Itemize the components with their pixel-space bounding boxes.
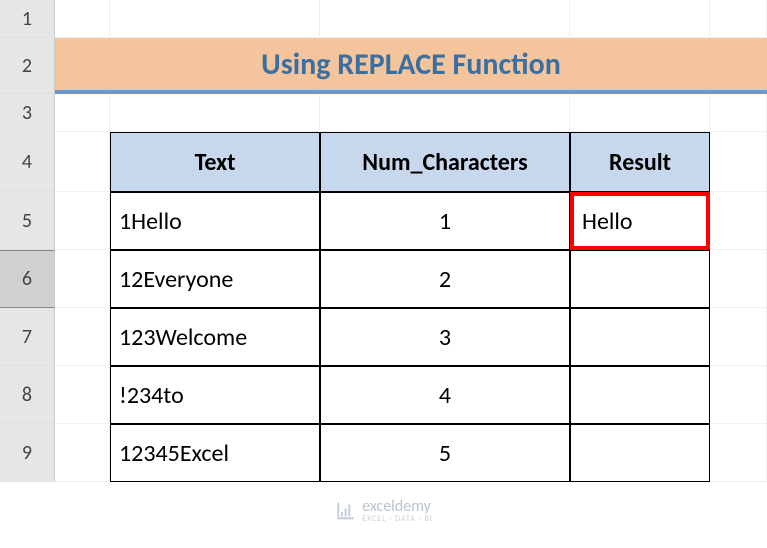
empty-cell[interactable] xyxy=(55,94,110,132)
empty-cell[interactable] xyxy=(110,0,320,38)
cell-text[interactable]: !234to xyxy=(110,366,320,424)
empty-cell[interactable] xyxy=(710,94,767,132)
cell-result[interactable]: Hello xyxy=(570,192,710,250)
empty-cell[interactable] xyxy=(710,308,767,366)
cell-text[interactable]: 12Everyone xyxy=(110,250,320,308)
row-header[interactable]: 3 xyxy=(0,94,55,132)
watermark-text: exceldemy EXCEL · DATA · BI xyxy=(362,499,433,523)
row-header[interactable]: 7 xyxy=(0,308,55,366)
row-header[interactable]: 9 xyxy=(0,424,55,482)
row-header[interactable]: 8 xyxy=(0,366,55,424)
cell-num[interactable]: 3 xyxy=(320,308,570,366)
cell-text[interactable]: 12345Excel xyxy=(110,424,320,482)
row-header[interactable]: 4 xyxy=(0,132,55,192)
empty-cell[interactable] xyxy=(710,250,767,308)
empty-cell[interactable] xyxy=(55,0,110,38)
empty-cell[interactable] xyxy=(710,132,767,192)
watermark-brand: exceldemy xyxy=(362,499,433,515)
column-header-text[interactable]: Text xyxy=(110,132,320,192)
row-header[interactable]: 5 xyxy=(0,192,55,250)
empty-cell[interactable] xyxy=(570,94,710,132)
row-header[interactable]: 2 xyxy=(0,38,55,94)
cell-result[interactable] xyxy=(570,308,710,366)
row-header[interactable]: 1 xyxy=(0,0,55,38)
sheet-title[interactable]: Using REPLACE Function xyxy=(55,38,767,94)
empty-cell[interactable] xyxy=(710,192,767,250)
column-header-num[interactable]: Num_Characters xyxy=(320,132,570,192)
empty-cell[interactable] xyxy=(710,0,767,38)
spreadsheet-grid: 1 2 Using REPLACE Function 3 4 Text Num_… xyxy=(0,0,767,482)
empty-cell[interactable] xyxy=(55,424,110,482)
cell-text[interactable]: 1Hello xyxy=(110,192,320,250)
watermark-tagline: EXCEL · DATA · BI xyxy=(362,515,433,523)
empty-cell[interactable] xyxy=(710,424,767,482)
empty-cell[interactable] xyxy=(320,0,570,38)
watermark: exceldemy EXCEL · DATA · BI xyxy=(334,499,433,523)
cell-num[interactable]: 5 xyxy=(320,424,570,482)
cell-num[interactable]: 4 xyxy=(320,366,570,424)
cell-num[interactable]: 1 xyxy=(320,192,570,250)
empty-cell[interactable] xyxy=(55,250,110,308)
column-header-result[interactable]: Result xyxy=(570,132,710,192)
cell-result[interactable] xyxy=(570,366,710,424)
empty-cell[interactable] xyxy=(110,94,320,132)
cell-result[interactable] xyxy=(570,250,710,308)
chart-icon xyxy=(334,500,356,522)
empty-cell[interactable] xyxy=(55,192,110,250)
cell-num[interactable]: 2 xyxy=(320,250,570,308)
empty-cell[interactable] xyxy=(570,0,710,38)
row-header[interactable]: 6 xyxy=(0,250,55,308)
empty-cell[interactable] xyxy=(55,308,110,366)
empty-cell[interactable] xyxy=(320,94,570,132)
empty-cell[interactable] xyxy=(55,366,110,424)
empty-cell[interactable] xyxy=(710,366,767,424)
empty-cell[interactable] xyxy=(55,132,110,192)
cell-text[interactable]: 123Welcome xyxy=(110,308,320,366)
cell-result[interactable] xyxy=(570,424,710,482)
